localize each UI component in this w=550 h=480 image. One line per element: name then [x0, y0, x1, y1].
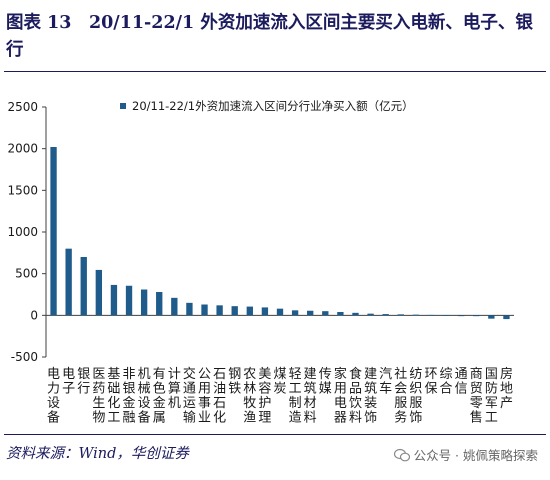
bar-23	[397, 314, 404, 316]
bar-29	[488, 315, 495, 319]
category-label: 美容护理	[258, 367, 271, 426]
category-label: 建筑装饰	[364, 367, 377, 426]
legend: 20/11-22/1外资加速流入区间分行业净买入额（亿元）	[120, 99, 414, 113]
y-tick-label: -500	[11, 350, 38, 364]
category-label: 煤炭	[273, 367, 286, 397]
bar-15	[276, 308, 284, 316]
category-label: 农林牧渔	[243, 367, 256, 426]
watermark: 公众号 · 姚佩策略探索	[393, 445, 538, 464]
category-label: 电力设备	[47, 367, 60, 426]
bar-30	[503, 315, 510, 320]
category-label: 计算机	[168, 367, 181, 411]
bar-7	[156, 292, 163, 316]
category-label: 石油石化	[213, 367, 226, 426]
category-label: 传媒	[319, 367, 332, 397]
bar-19	[337, 312, 344, 316]
category-label: 电子	[62, 367, 75, 397]
bar-13	[246, 306, 253, 316]
bar-2	[80, 257, 87, 316]
bar-22	[382, 314, 389, 316]
bar-18	[322, 311, 329, 316]
bar-9	[186, 302, 193, 316]
bar-chart: -500 0 500 1000 1500 2000 2500 电力设备电子银行医药生物基础化…	[7, 99, 514, 426]
watermark-text: 公众号 · 姚佩策略探索	[413, 448, 538, 463]
category-label: 钢铁	[228, 367, 241, 397]
category-label: 非银金融	[123, 367, 136, 426]
y-tick-label: 500	[15, 267, 38, 281]
footer-divider	[4, 434, 546, 435]
category-label: 房地产	[500, 366, 513, 411]
category-label: 交通运输	[183, 366, 196, 426]
bars-group	[50, 147, 510, 320]
bar-6	[140, 289, 148, 316]
category-label: 纺织服饰	[409, 367, 422, 426]
bar-24	[412, 314, 420, 316]
bar-8	[171, 297, 178, 316]
bar-11	[216, 305, 223, 316]
category-label: 机械设备	[138, 367, 151, 426]
bar-5	[125, 285, 133, 316]
bar-28	[473, 315, 480, 317]
bar-16	[291, 310, 299, 316]
bar-14	[261, 307, 269, 316]
figure-title: 图表 13 20/11-22/1 外资加速流入区间主要买入电新、电子、银行	[6, 13, 533, 60]
legend-label: 20/11-22/1外资加速流入区间分行业净买入额（亿元）	[132, 99, 414, 113]
bar-25	[427, 314, 435, 316]
bar-10	[201, 304, 208, 316]
bar-4	[110, 284, 118, 316]
legend-swatch	[120, 103, 126, 109]
y-tick-label: 2000	[7, 142, 38, 156]
y-tick-label: 1500	[7, 183, 38, 197]
category-label: 国防军工	[485, 367, 498, 426]
category-label: 社会服务	[394, 366, 407, 426]
bar-0	[50, 147, 57, 316]
category-label: 轻工制造	[289, 367, 302, 426]
bar-1	[65, 248, 72, 316]
category-label: 建筑材料	[304, 367, 317, 426]
category-label: 基础化工	[107, 367, 120, 426]
category-label: 环保	[424, 367, 437, 397]
category-label: 通信	[455, 367, 468, 397]
y-axis: -500 0 500 1000 1500 2000 2500	[7, 100, 514, 364]
category-label: 家用电器	[334, 366, 347, 426]
bar-17	[307, 310, 314, 316]
category-label: 食品饮料	[349, 366, 362, 426]
bar-21	[367, 313, 374, 316]
category-label: 商贸零售	[470, 367, 483, 426]
category-label: 医药生物	[92, 367, 105, 426]
category-label: 汽车	[379, 367, 392, 397]
category-label: 公用事业	[198, 367, 211, 426]
y-tick-label: 0	[30, 308, 38, 322]
bar-3	[95, 269, 103, 316]
bar-27	[457, 315, 465, 317]
bar-26	[442, 315, 450, 316]
y-tick-label: 2500	[7, 100, 38, 114]
y-tick-label: 1000	[7, 225, 38, 239]
category-label: 有色金属	[153, 367, 166, 426]
bar-20	[352, 312, 359, 316]
source-note: 资料来源：Wind，华创证券	[6, 446, 189, 462]
title-divider	[4, 71, 546, 72]
wechat-icon	[393, 448, 410, 462]
category-label: 银行	[77, 367, 90, 397]
bar-12	[231, 306, 238, 316]
category-label: 综合	[440, 367, 453, 397]
x-axis-labels: 电力设备电子银行医药生物基础化工非银金融机械设备有色金属计算机交通运输公用事业石…	[47, 366, 513, 426]
